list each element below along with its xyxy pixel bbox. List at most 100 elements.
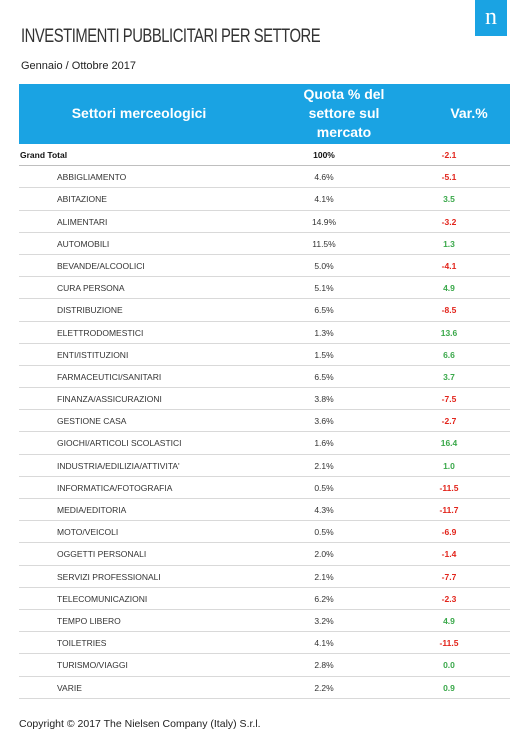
market-share: 4.1%	[314, 638, 334, 649]
market-share: 2.8%	[314, 660, 334, 671]
variation-value: 1.0	[443, 460, 455, 471]
table-row: INFORMATICA/FOTOGRAFIA 0.5% -11.5	[19, 477, 510, 499]
sector-name: GIOCHI/ARTICOLI SCOLASTICI	[57, 438, 182, 449]
sector-name: AUTOMOBILI	[57, 238, 110, 249]
market-share: 3.8%	[314, 394, 334, 405]
variation-value: -11.7	[439, 505, 459, 515]
sector-name: VARIE	[57, 682, 82, 693]
table-row: TEMPO LIBERO 3.2% 4.9	[19, 610, 510, 633]
variation-value: -8.5	[441, 305, 457, 316]
table-row: GIOCHI/ARTICOLI SCOLASTICI 1.6% 16.4	[19, 432, 510, 455]
variation-value: -6.9	[441, 527, 457, 538]
table-row: ELETTRODOMESTICI 1.3% 13.6	[19, 322, 510, 344]
market-share: 14.9%	[311, 216, 337, 227]
sector-name: INFORMATICA/FOTOGRAFIA	[57, 482, 173, 493]
variation-value: 1.3	[443, 238, 455, 249]
market-share: 0.5%	[314, 482, 334, 493]
market-share: 11.5%	[312, 238, 336, 249]
variation-value: 13.6	[440, 327, 458, 338]
period-subtitle: Gennaio / Ottobre 2017	[21, 60, 136, 72]
table-row: FINANZA/ASSICURAZIONI 3.8% -7.5	[19, 388, 510, 411]
market-share: 4.6%	[314, 172, 334, 183]
market-share: 6.5%	[314, 305, 334, 316]
sector-name: ABBIGLIAMENTO	[57, 172, 127, 183]
grand-total-row: Grand Total 100% -2.1	[19, 144, 510, 167]
market-share: 4.1%	[314, 194, 334, 205]
variation-value: 4.9	[443, 283, 455, 294]
sector-name: MEDIA/EDITORIA	[57, 505, 127, 515]
nielsen-logo: n	[475, 0, 507, 36]
sector-name: BEVANDE/ALCOOLICI	[57, 260, 145, 271]
sector-name: OGGETTI PERSONALI	[57, 549, 147, 560]
variation-value: 4.9	[443, 615, 455, 626]
table-row: FARMACEUTICI/SANITARI 6.5% 3.7	[19, 366, 510, 389]
page-title: INVESTIMENTI PUBBLICITARI PER SETTORE	[21, 26, 321, 47]
sector-name: ENTI/ISTITUZIONI	[57, 349, 129, 360]
variation-value: 3.7	[443, 371, 455, 382]
market-share: 2.2%	[314, 682, 334, 693]
header-variation: Var.%	[450, 105, 488, 121]
market-share: 3.6%	[314, 416, 334, 427]
variation-value: 3.5	[443, 194, 455, 205]
sector-name: CURA PERSONA	[57, 283, 125, 294]
table-row: AUTOMOBILI 11.5% 1.3	[19, 233, 510, 255]
table-row: BEVANDE/ALCOOLICI 5.0% -4.1	[19, 255, 510, 278]
sector-name: MOTO/VEICOLI	[57, 527, 119, 538]
variation-value: 0.0	[443, 660, 455, 671]
market-share: 2.0%	[314, 549, 334, 560]
sector-name: TEMPO LIBERO	[57, 615, 121, 626]
variation-value: -4.1	[441, 260, 457, 271]
sector-name: SERVIZI PROFESSIONALI	[57, 571, 161, 582]
sector-name: INDUSTRIA/EDILIZIA/ATTIVITA'	[57, 460, 180, 471]
header-share-line3: mercato	[316, 124, 372, 140]
variation-value: -2.1	[441, 150, 457, 160]
sector-name: FINANZA/ASSICURAZIONI	[57, 394, 162, 405]
table-row: OGGETTI PERSONALI 2.0% -1.4	[19, 543, 510, 566]
table-row: TOILETRIES 4.1% -11.5	[19, 632, 510, 655]
header-sector: Settori merceologici	[71, 105, 207, 121]
table-row: INDUSTRIA/EDILIZIA/ATTIVITA' 2.1% 1.0	[19, 455, 510, 477]
table-row: TELECOMUNICAZIONI 6.2% -2.3	[19, 588, 510, 610]
table-header: Settori merceologici Quota % del settore…	[19, 84, 510, 144]
market-share: 2.1%	[314, 571, 334, 582]
market-share: 1.6%	[314, 438, 334, 449]
sector-name: ABITAZIONE	[57, 194, 107, 205]
variation-value: -5.1	[441, 172, 457, 183]
market-share: 1.3%	[314, 327, 334, 338]
table-row: TURISMO/VIAGGI 2.8% 0.0	[19, 654, 510, 677]
sector-name: ELETTRODOMESTICI	[57, 327, 144, 338]
table-row: MOTO/VEICOLI 0.5% -6.9	[19, 521, 510, 544]
market-share: 5.0%	[314, 260, 334, 271]
market-share: 0.5%	[314, 527, 334, 538]
variation-value: 0.9	[443, 682, 455, 693]
sector-name: FARMACEUTICI/SANITARI	[57, 371, 162, 382]
variation-value: 6.6	[443, 349, 455, 360]
variation-value: -11.5	[439, 482, 459, 493]
header-share-line1: Quota % del	[303, 86, 385, 102]
sector-name: TOILETRIES	[57, 638, 107, 649]
market-share: 6.5%	[314, 371, 334, 382]
table-row: DISTRIBUZIONE 6.5% -8.5	[19, 299, 510, 322]
table-row: ABBIGLIAMENTO 4.6% -5.1	[19, 166, 510, 189]
table-row: ABITAZIONE 4.1% 3.5	[19, 188, 510, 211]
variation-value: -7.5	[441, 394, 457, 405]
variation-value: -1.4	[441, 549, 457, 560]
sector-name: TELECOMUNICAZIONI	[57, 593, 148, 604]
variation-value: -2.7	[441, 416, 457, 427]
table-row: GESTIONE CASA 3.6% -2.7	[19, 410, 510, 433]
table-row: SERVIZI PROFESSIONALI 2.1% -7.7	[19, 566, 510, 588]
table-row: ENTI/ISTITUZIONI 1.5% 6.6	[19, 344, 510, 366]
market-share: 5.1%	[314, 283, 334, 294]
copyright-footer: Copyright © 2017 The Nielsen Company (It…	[19, 718, 261, 730]
table-row: VARIE 2.2% 0.9	[19, 677, 510, 699]
header-share-line2: settore sul	[308, 105, 380, 121]
market-share: 2.1%	[314, 460, 334, 471]
variation-value: -7.7	[441, 571, 457, 582]
market-share: 6.2%	[314, 593, 334, 604]
variation-value: -2.3	[441, 593, 457, 604]
sector-name: GESTIONE CASA	[57, 416, 127, 427]
variation-value: -3.2	[441, 216, 457, 227]
sector-name: TURISMO/VIAGGI	[57, 660, 128, 671]
market-share: 4.3%	[314, 505, 334, 515]
market-share: 3.2%	[314, 615, 334, 626]
